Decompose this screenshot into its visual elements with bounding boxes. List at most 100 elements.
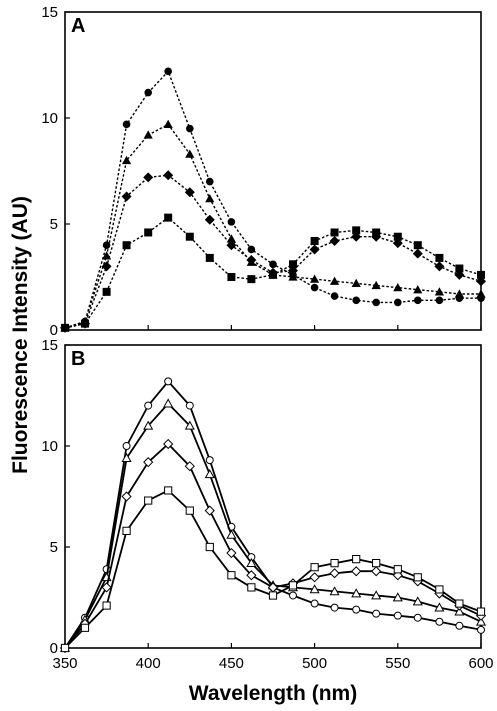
data-point-square <box>288 581 298 590</box>
data-point-circle <box>288 591 297 600</box>
data-point-circle <box>330 292 339 300</box>
data-point-circle <box>247 245 256 254</box>
data-point-triangle <box>434 287 444 296</box>
x-axis-title: Wavelength (nm) <box>189 682 357 705</box>
data-point-triangle <box>185 149 195 158</box>
data-point-diamond <box>163 170 174 181</box>
data-point-circle <box>122 120 131 129</box>
data-point-diamond <box>246 255 257 266</box>
data-point-triangle <box>226 529 237 539</box>
panel-label: A <box>71 15 85 37</box>
data-point-square <box>227 273 236 281</box>
panel-label: B <box>71 348 85 370</box>
data-point-triangle <box>351 278 361 288</box>
data-point-square <box>268 591 278 600</box>
y-tick-label: 10 <box>41 438 58 455</box>
series-line-triangle <box>64 123 481 329</box>
data-point-triangle <box>309 584 320 594</box>
data-point-circle <box>413 613 422 622</box>
data-point-triangle <box>310 274 320 283</box>
data-point-diamond <box>309 244 320 255</box>
data-point-square <box>247 583 256 592</box>
data-point-circle <box>372 609 381 618</box>
data-point-triangle <box>475 616 487 626</box>
data-point-circle <box>144 88 152 97</box>
data-point-triangle <box>102 251 112 260</box>
data-point-square <box>185 232 194 241</box>
data-point-circle <box>352 605 361 614</box>
data-point-square <box>144 496 153 505</box>
data-point-circle <box>269 260 277 269</box>
data-point-square <box>455 264 464 273</box>
data-point-square <box>205 542 214 552</box>
data-point-circle <box>122 442 131 450</box>
data-point-diamond <box>351 566 362 577</box>
data-point-square <box>61 323 69 332</box>
data-point-square <box>310 563 319 572</box>
x-tick-label: 400 <box>136 655 161 672</box>
panel-a: A 0 5 10 15 <box>41 4 486 339</box>
data-point-diamond <box>246 570 257 581</box>
data-point-diamond <box>329 235 340 246</box>
x-tick-label: 550 <box>385 655 410 672</box>
data-point-square <box>310 236 319 245</box>
data-point-square <box>393 565 402 574</box>
data-point-square <box>435 253 444 262</box>
data-point-diamond <box>434 261 445 272</box>
data-point-diamond <box>143 457 154 468</box>
data-point-square <box>372 228 381 237</box>
series-line-circle <box>64 380 482 649</box>
y-tick-label: 0 <box>50 640 58 657</box>
x-tick-label: 600 <box>468 655 493 672</box>
data-point-triangle <box>288 272 298 281</box>
data-point-circle <box>205 456 214 465</box>
data-point-square <box>372 559 381 568</box>
data-point-square <box>476 607 486 616</box>
y-axis-title: Fluorescence Intensity (AU) <box>9 196 32 474</box>
data-point-circle <box>144 401 153 410</box>
data-point-square <box>352 226 361 235</box>
data-point-triangle <box>204 469 215 479</box>
data-point-square <box>205 253 214 262</box>
data-point-circle <box>413 296 422 305</box>
data-point-triangle <box>392 592 403 602</box>
data-point-square <box>144 228 153 237</box>
series-line-triangle <box>64 402 482 649</box>
data-point-circle <box>394 298 402 307</box>
panel-b: B 0 5 10 15 350 400 450 500 550 600 <box>41 337 493 672</box>
data-point-circle <box>205 177 214 186</box>
data-point-square <box>102 287 111 296</box>
data-point-diamond <box>204 505 215 516</box>
data-point-square <box>330 559 339 568</box>
data-point-circle <box>330 603 339 612</box>
data-point-diamond <box>184 187 195 198</box>
data-point-triangle <box>351 588 362 598</box>
data-point-circle <box>352 296 361 305</box>
data-point-diamond <box>226 240 237 251</box>
data-point-triangle <box>143 420 154 430</box>
data-point-diamond <box>329 568 340 579</box>
data-point-square <box>435 585 444 594</box>
plot-frame <box>64 344 482 649</box>
data-point-triangle <box>371 590 382 600</box>
x-tick-label: 450 <box>219 655 244 672</box>
data-point-circle <box>310 599 319 608</box>
data-point-square <box>413 241 422 250</box>
data-point-diamond <box>121 191 132 202</box>
data-point-triangle <box>143 130 153 139</box>
data-point-diamond <box>226 547 237 559</box>
data-point-triangle <box>121 452 132 462</box>
data-point-triangle <box>329 586 340 596</box>
data-point-diamond <box>309 572 320 583</box>
data-point-square <box>164 486 173 495</box>
data-point-square <box>247 275 256 284</box>
data-point-square <box>102 601 111 610</box>
data-point-circle <box>227 218 236 226</box>
plot-frame <box>64 11 482 331</box>
data-point-diamond <box>101 582 112 593</box>
data-point-circle <box>164 377 173 386</box>
data-point-triangle <box>163 119 173 129</box>
data-point-circle <box>186 124 194 133</box>
data-point-circle <box>435 296 444 305</box>
